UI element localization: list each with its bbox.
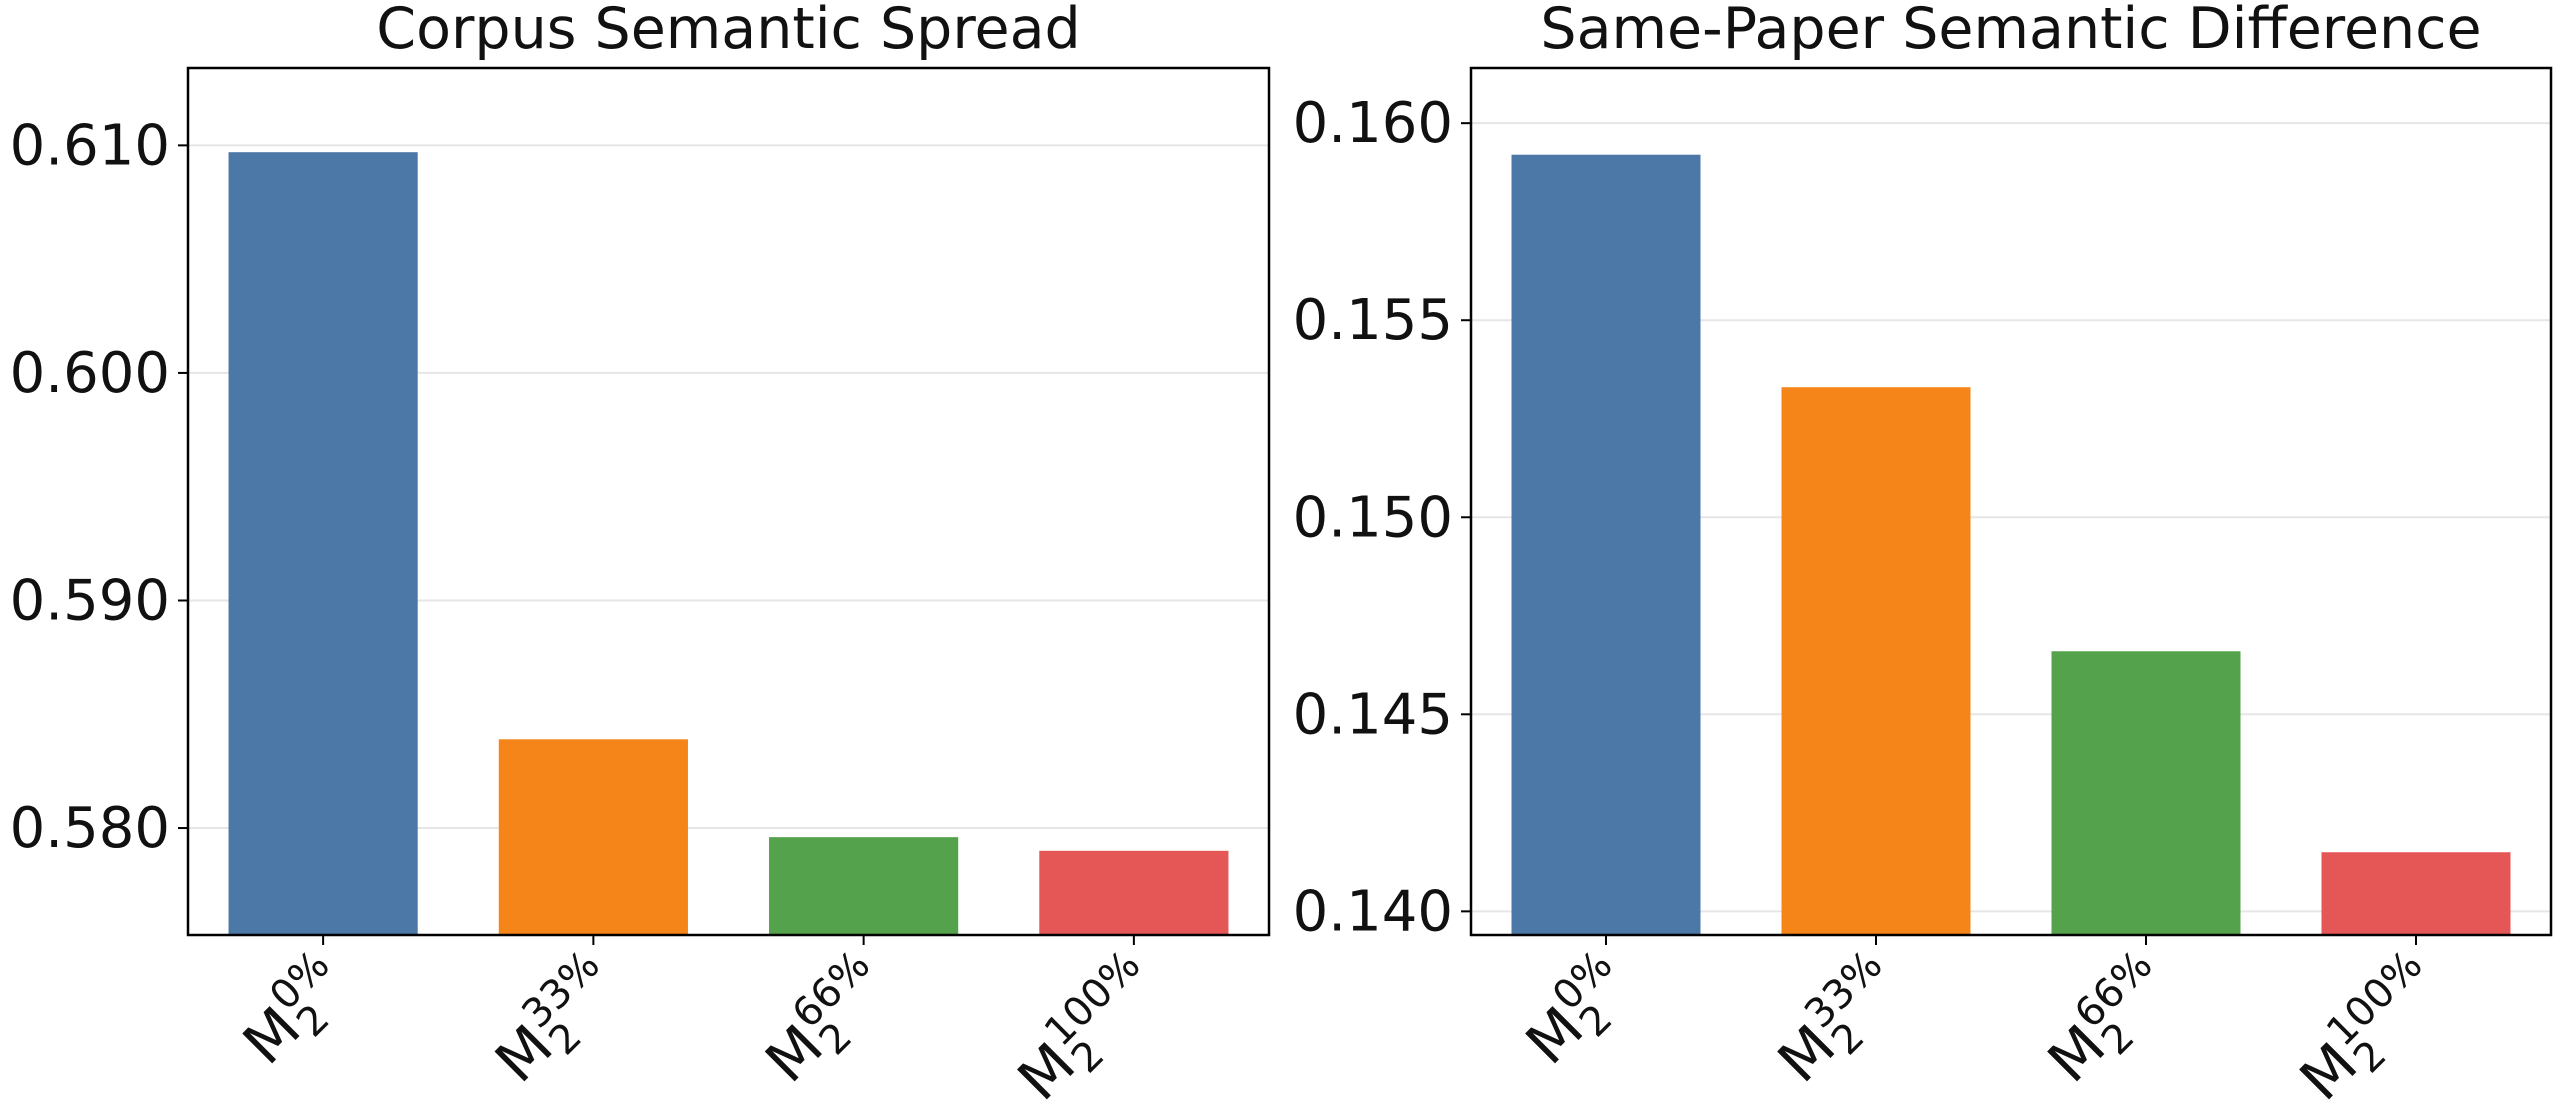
bar xyxy=(498,739,688,935)
y-tick-label: 0.150 xyxy=(1293,485,1453,550)
y-tick-label: 0.145 xyxy=(1293,682,1453,747)
axes-frame xyxy=(1469,66,2553,937)
bar xyxy=(228,152,418,936)
y-tick-label: 0.610 xyxy=(10,113,170,178)
chart-panel: Same-Paper Semantic Difference 0.140 0.145… xyxy=(1293,0,2553,1113)
x-tick-label: 0%2M xyxy=(1513,942,1622,1077)
x-tick-label: 66%2M xyxy=(2035,942,2162,1095)
y-tick-label: 0.140 xyxy=(1293,879,1453,944)
y-tick-label: 0.155 xyxy=(1293,288,1453,353)
bar xyxy=(769,837,959,935)
chart-panel: Corpus Semantic Spread 0.580 0.590 0.600 0.6… xyxy=(10,0,1271,1113)
x-tick-label: 33%2M xyxy=(482,942,609,1095)
y-tick-label: 0.590 xyxy=(10,568,170,633)
x-tick-label: 100%2M xyxy=(2287,942,2432,1113)
axes-frame xyxy=(186,66,1271,937)
bar xyxy=(2321,852,2511,935)
x-tick-label: 66%2M xyxy=(753,942,880,1095)
x-tick-label: 33%2M xyxy=(1765,942,1892,1095)
bar xyxy=(2051,651,2241,935)
y-tick-label: 0.580 xyxy=(10,796,170,861)
y-tick-label: 0.160 xyxy=(1293,91,1453,156)
y-tick-label: 0.600 xyxy=(10,341,170,406)
chart-title: Corpus Semantic Spread xyxy=(376,0,1080,62)
bar xyxy=(1511,154,1701,935)
bar xyxy=(1039,850,1229,935)
bar xyxy=(1781,387,1971,935)
x-tick-label-sup: 100% xyxy=(1036,942,1149,1055)
x-tick-label: 100%2M xyxy=(1005,942,1150,1113)
x-tick-label: 0%2M xyxy=(230,942,339,1077)
x-tick-label-sup: 100% xyxy=(2318,942,2431,1055)
chart-title: Same-Paper Semantic Difference xyxy=(1540,0,2481,62)
